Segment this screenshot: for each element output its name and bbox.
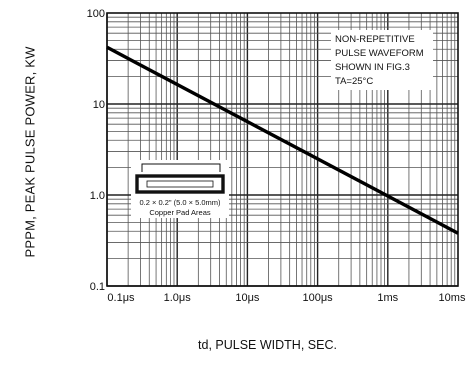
x-tick-label: 10μs	[235, 292, 260, 304]
x-tick-label: 0.1μs	[107, 292, 135, 304]
y-tick-label: 10	[93, 99, 105, 111]
note-line: TA=25°C	[335, 76, 373, 87]
note-line: NON-REPETITIVE	[335, 34, 415, 45]
inset-caption-line: Copper Pad Areas	[149, 208, 211, 217]
x-tick-label: 1ms	[377, 292, 398, 304]
note-background	[331, 30, 433, 90]
y-tick-label: 1.0	[90, 190, 105, 202]
copper-pad-inset: 0.2 × 0.2" (5.0 × 5.0mm)Copper Pad Areas	[131, 160, 229, 218]
tick-labels: 0.1μs 1.0μs 10μs 100μs 1ms 10ms 100 10 1.0 0.1	[87, 8, 466, 304]
note-line: SHOWN IN FIG.3	[335, 62, 410, 73]
inset-outline	[141, 163, 221, 172]
x-axis-label: td, PULSE WIDTH, SEC.	[198, 338, 337, 352]
inset-caption-line: 0.2 × 0.2" (5.0 × 5.0mm)	[139, 198, 221, 207]
grid	[106, 13, 458, 287]
note-line: PULSE WAVEFORM	[335, 48, 424, 59]
series-line	[106, 45, 459, 235]
x-tick-label: 100μs	[302, 292, 333, 304]
x-axis-label-wrap: td, PULSE WIDTH, SEC.	[0, 338, 471, 352]
condition-note: NON-REPETITIVE PULSE WAVEFORM SHOWN IN FIG…	[331, 30, 433, 90]
pad-inner	[146, 180, 214, 188]
y-tick-label: 0.1	[90, 281, 105, 293]
series-layer	[106, 45, 459, 235]
x-tick-label: 10ms	[439, 292, 466, 304]
y-axis-label: PPPM, PEAK PULSE POWER, KW	[22, 46, 38, 258]
y-tick-label: 100	[87, 8, 105, 20]
x-tick-label: 1.0μs	[164, 292, 192, 304]
plot-frame	[106, 12, 459, 287]
